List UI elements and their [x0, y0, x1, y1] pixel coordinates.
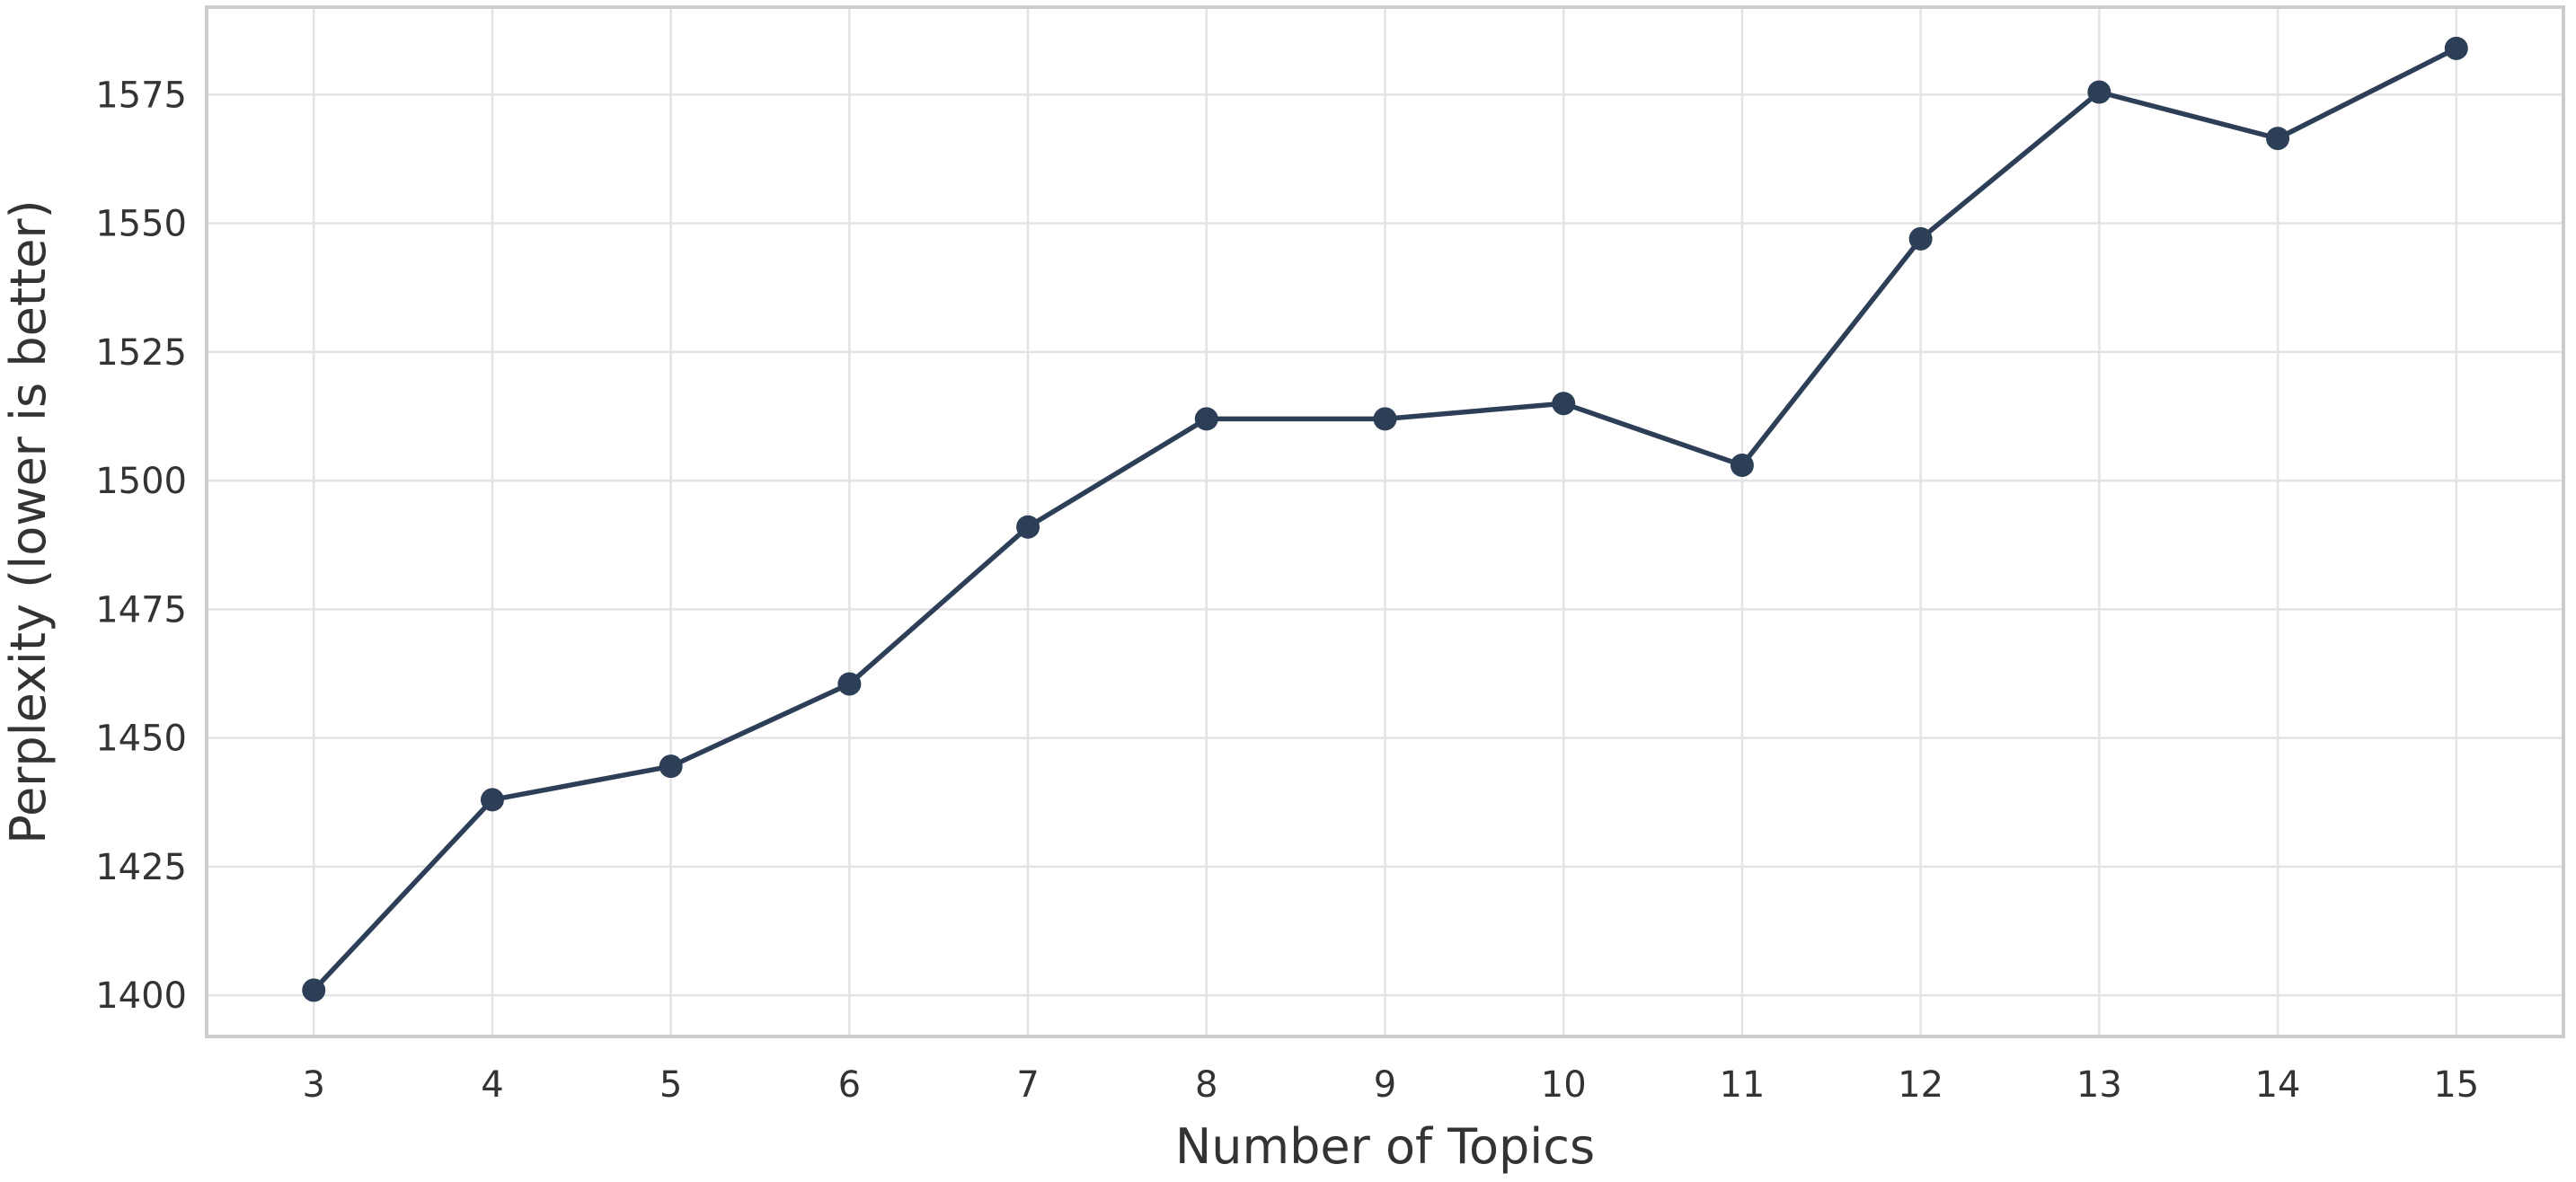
data-point [2444, 36, 2468, 60]
x-tick-label: 10 [1541, 1064, 1587, 1106]
grid-lines [207, 7, 2563, 1036]
x-tick-label: 14 [2255, 1064, 2301, 1106]
x-axis-title: Number of Topics [1175, 1118, 1595, 1175]
y-tick-labels: 1400 1425 1450 1475 1500 1525 1550 1575 [95, 75, 187, 1017]
x-tick-label: 13 [2076, 1064, 2122, 1106]
y-tick-label: 1425 [95, 847, 187, 888]
x-tick-label: 7 [1016, 1064, 1039, 1106]
y-tick-label: 1525 [95, 332, 187, 374]
x-tick-label: 9 [1374, 1064, 1396, 1106]
y-axis-title: Perplexity (lower is better) [0, 199, 57, 843]
y-tick-label: 1400 [95, 975, 187, 1017]
y-tick-label: 1575 [95, 75, 187, 116]
series-layer [302, 36, 2468, 1002]
x-tick-label: 5 [659, 1064, 682, 1106]
plot-border [205, 5, 2565, 1038]
plot-frame [205, 5, 2565, 1038]
data-point [302, 978, 326, 1002]
data-point [1552, 392, 1576, 416]
data-point [1730, 453, 1754, 477]
y-tick-label: 1475 [95, 589, 187, 631]
x-tick-labels: 3 4 5 6 7 8 9 10 11 12 13 14 15 [303, 1064, 2480, 1106]
y-tick-label: 1550 [95, 204, 187, 245]
data-point [1373, 407, 1397, 431]
data-point [480, 788, 504, 812]
data-point [1194, 407, 1218, 431]
x-tick-label: 12 [1898, 1064, 1943, 1106]
x-tick-label: 3 [303, 1064, 325, 1106]
x-tick-label: 15 [2433, 1064, 2479, 1106]
x-tick-label: 11 [1719, 1064, 1765, 1106]
y-tick-label: 1500 [95, 461, 187, 502]
x-tick-label: 6 [838, 1064, 861, 1106]
x-tick-label: 8 [1195, 1064, 1217, 1106]
y-tick-label: 1450 [95, 719, 187, 760]
data-point [2266, 127, 2290, 151]
data-point [1908, 226, 1933, 251]
data-point [1016, 515, 1040, 539]
x-tick-label: 4 [481, 1064, 503, 1106]
data-point [837, 672, 862, 696]
data-point [659, 754, 683, 779]
data-point [2087, 80, 2111, 104]
